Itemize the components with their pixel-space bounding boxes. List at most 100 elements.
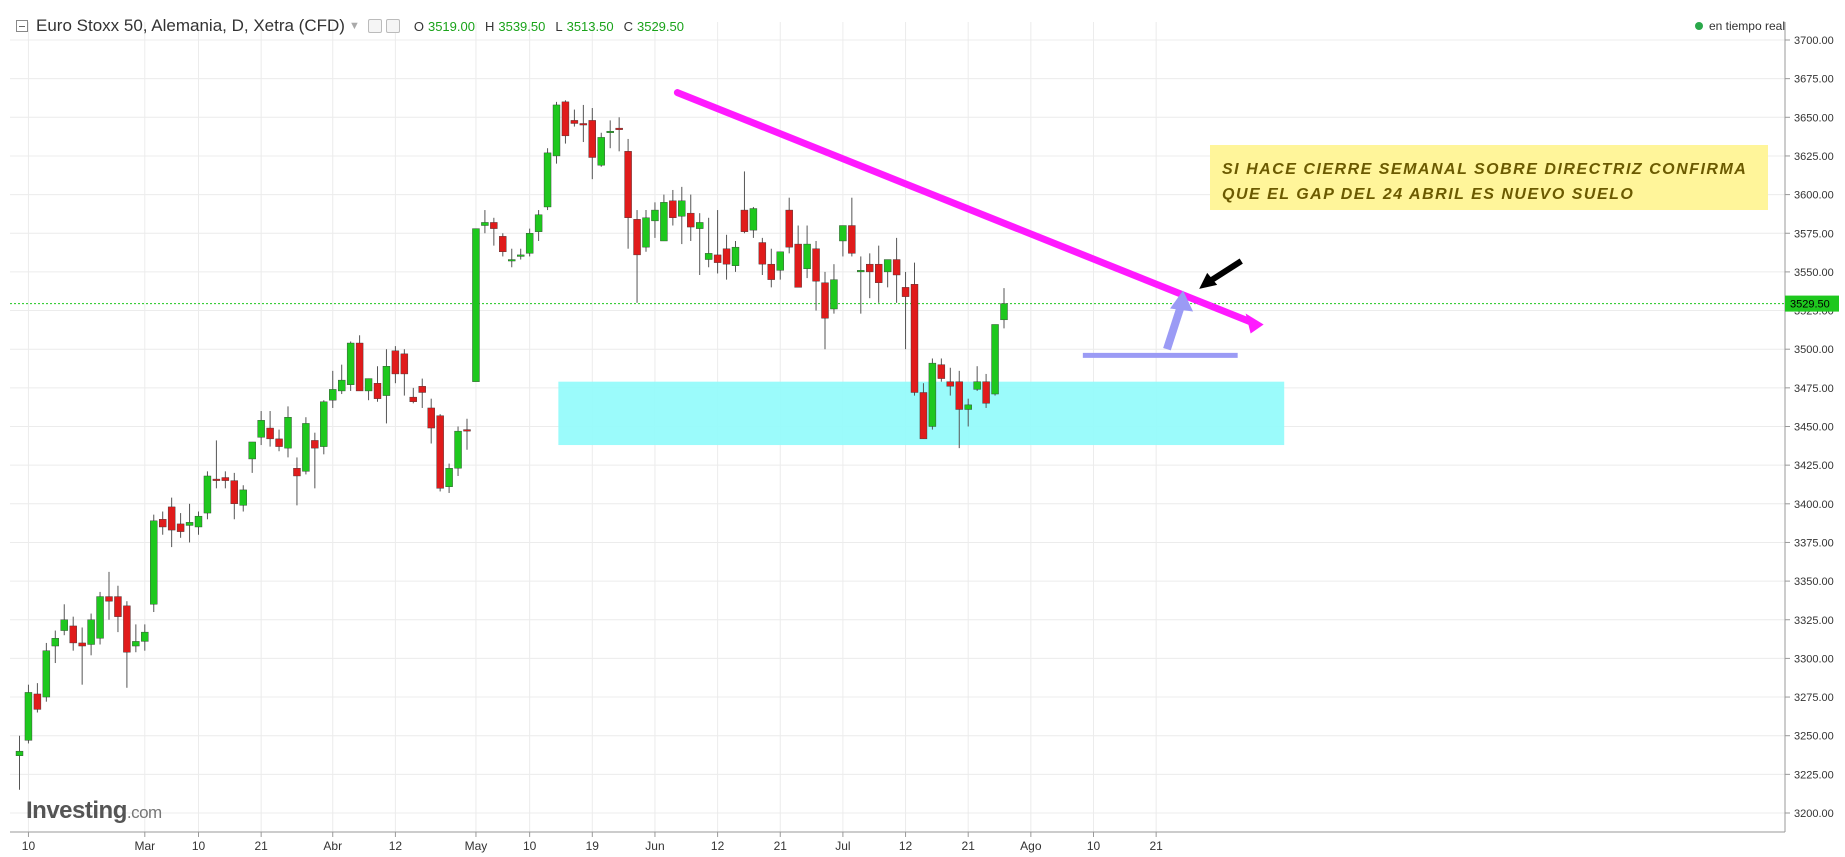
candle-body <box>158 519 167 528</box>
candle-body <box>302 423 310 472</box>
candle-body <box>329 389 337 401</box>
ohlc-close-key: C <box>623 18 633 34</box>
hide-icon[interactable] <box>385 19 400 33</box>
candle-body <box>194 515 203 528</box>
candle-body <box>212 478 221 481</box>
candle-body <box>991 324 999 395</box>
candle-body <box>346 342 355 385</box>
x-tick-label: 21 <box>1149 839 1163 853</box>
candle-body <box>928 362 937 427</box>
last-price-tag <box>1785 295 1839 312</box>
candle-body <box>731 246 740 266</box>
candle-body <box>615 127 623 130</box>
candle-body <box>919 392 928 440</box>
candle-body <box>606 131 614 133</box>
candle-body <box>445 468 453 487</box>
candle-body <box>427 407 435 429</box>
candle-body <box>803 243 811 270</box>
candle-body <box>749 208 758 231</box>
pointer-arrow-shaft <box>1205 258 1243 286</box>
candle-body <box>400 353 409 375</box>
ohlc-high-key: H <box>484 18 495 34</box>
candle-body <box>830 279 838 310</box>
candle-body <box>687 212 695 228</box>
x-tick-label: 12 <box>899 839 913 853</box>
x-tick-label: 12 <box>711 839 725 853</box>
candle-body <box>239 489 247 506</box>
x-tick-label: Abr <box>323 839 342 853</box>
candle-body <box>409 396 417 402</box>
candle-body <box>722 248 731 265</box>
x-tick-label: Ago <box>1020 839 1042 853</box>
investing-logo[interactable]: Investing.com <box>26 797 162 825</box>
candle-body <box>839 225 847 242</box>
candle-body <box>123 605 131 653</box>
realtime-indicator: en tiempo real <box>1694 19 1785 33</box>
candle-body <box>946 381 954 387</box>
candle-body <box>821 282 829 319</box>
candle-body <box>552 104 561 157</box>
y-tick-label: 3700.00 <box>1794 35 1834 47</box>
candle-body <box>42 650 51 698</box>
collapse-icon[interactable] <box>16 20 28 32</box>
candle-body <box>105 596 113 602</box>
candle-body <box>570 120 579 124</box>
y-tick-label: 3400.00 <box>1794 499 1834 511</box>
realtime-label: en tiempo real <box>1708 19 1785 33</box>
y-tick-label: 3275.00 <box>1794 692 1834 704</box>
ohlc-open-value: 3519.00 <box>427 18 475 34</box>
ohlc-high-value: 3539.50 <box>498 18 546 34</box>
ohlc-low-value: 3513.50 <box>566 18 614 34</box>
candle-body <box>15 750 24 756</box>
candle-body <box>508 259 516 262</box>
candle-body <box>436 415 444 489</box>
ohlc-low-key: L <box>555 18 563 34</box>
instrument-title: Euro Stoxx 50, Alemania, D, Xetra (CFD) <box>36 16 345 35</box>
x-tick-label: 21 <box>254 839 268 853</box>
candle-body <box>973 381 981 390</box>
pointer-arrowhead <box>1199 272 1218 289</box>
y-tick-label: 3225.00 <box>1794 769 1834 781</box>
y-tick-label: 3350.00 <box>1794 576 1834 588</box>
candle-body <box>311 440 319 449</box>
candle-body <box>150 520 158 605</box>
candle-body <box>141 631 149 642</box>
y-tick-label: 3200.00 <box>1794 808 1834 820</box>
candle-body <box>481 222 489 226</box>
x-tick-label: 21 <box>774 839 788 853</box>
candle-body <box>857 270 865 273</box>
annotation-line-1: SI HACE CIERRE SEMANAL SOBRE DIRECTRIZ C… <box>1222 161 1748 178</box>
candle-body <box>69 625 77 644</box>
candle-body <box>60 619 68 631</box>
candle-body <box>96 596 104 639</box>
candle-body <box>660 202 668 242</box>
candle-body <box>848 225 856 254</box>
candle-body <box>51 638 59 647</box>
candle-body <box>704 253 713 260</box>
candle-body <box>230 480 239 504</box>
candle-body <box>678 200 686 217</box>
candle-body <box>293 468 301 477</box>
y-tick-label: 3250.00 <box>1794 731 1834 743</box>
candle-body <box>883 259 892 273</box>
candle-body <box>561 101 570 137</box>
x-tick-label: 10 <box>22 839 36 853</box>
candle-body <box>78 642 86 647</box>
settings-icon[interactable] <box>367 19 382 33</box>
candle-body <box>517 254 525 257</box>
ohlc-close-value: 3529.50 <box>636 18 684 34</box>
candle-body <box>758 242 767 265</box>
x-tick-label: 12 <box>389 839 403 853</box>
candle-body <box>713 254 722 263</box>
dropdown-caret-icon[interactable]: ▼ <box>348 20 360 32</box>
y-tick-label: 3550.00 <box>1794 267 1834 279</box>
candle-body <box>651 209 659 222</box>
candle-body <box>937 364 946 379</box>
candle-body <box>275 438 283 447</box>
candle-body <box>185 522 194 526</box>
candle-body <box>418 386 426 393</box>
candle-body <box>776 251 784 271</box>
candle-body <box>472 228 480 382</box>
